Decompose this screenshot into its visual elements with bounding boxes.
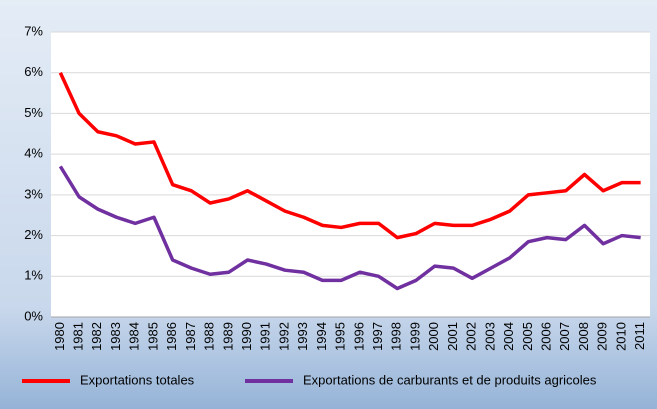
y-tick-label: 7% [24,23,43,38]
x-tick-label: 1992 [276,322,291,351]
y-tick-label: 0% [24,308,43,323]
x-tick-label: 1998 [389,322,404,351]
x-tick-label: 1984 [127,322,142,351]
x-tick-label: 1997 [370,322,385,351]
x-tick-label: 2005 [520,322,535,351]
y-tick-label: 6% [24,64,43,79]
x-tick-label: 1996 [351,322,366,351]
x-tick-label: 1989 [220,322,235,351]
x-tick-label: 2009 [595,322,610,351]
x-tick-label: 2003 [482,322,497,351]
x-tick-label: 2008 [576,322,591,351]
x-tick-label: 1991 [258,322,273,351]
x-tick-label: 1993 [295,322,310,351]
x-tick-label: 1981 [71,322,86,351]
x-tick-label: 1990 [239,322,254,351]
x-tick-label: 2010 [613,322,628,351]
x-tick-label: 2006 [538,322,553,351]
legend-label: Exportations totales [80,372,195,387]
x-tick-label: 1983 [108,322,123,351]
x-tick-label: 1985 [145,322,160,351]
x-tick-label: 2011 [632,322,647,350]
series-line [58,165,641,291]
y-tick-label: 5% [24,105,43,120]
y-tick-label: 2% [24,227,43,242]
x-tick-label: 1999 [407,322,422,351]
x-tick-label: 1994 [314,322,329,351]
y-tick-label: 4% [24,146,43,161]
series-line [58,71,641,240]
x-tick-label: 1980 [52,322,67,351]
x-tick-label: 1982 [89,322,104,351]
x-tick-label: 1987 [183,322,198,351]
legend-label: Exportations de carburants et de produit… [303,372,597,387]
x-tick-label: 1988 [202,322,217,351]
y-tick-label: 3% [24,186,43,201]
x-tick-label: 2002 [464,322,479,351]
x-tick-label: 2000 [426,322,441,351]
y-tick-label: 1% [24,268,43,283]
x-tick-label: 1986 [164,322,179,351]
x-tick-label: 2004 [501,322,516,351]
plot-area [51,32,650,317]
x-tick-label: 2007 [557,322,572,351]
x-tick-label: 1995 [333,322,348,351]
x-tick-label: 2001 [445,322,460,351]
